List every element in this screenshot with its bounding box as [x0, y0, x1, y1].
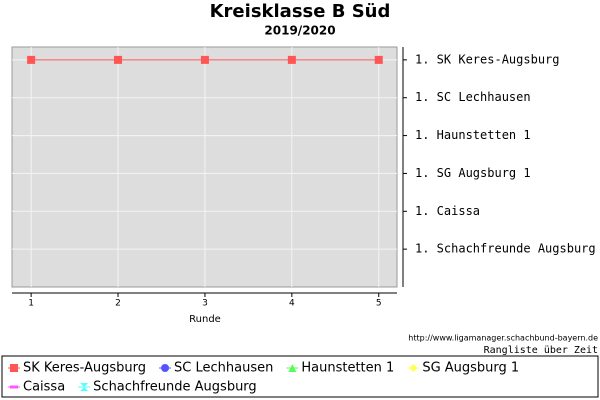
y-tick-label: 1. Schachfreunde Augsburg	[415, 242, 596, 256]
marker	[161, 364, 170, 372]
y-tick-label: 1. SG Augsburg 1	[415, 166, 531, 180]
legend-label: Caissa	[23, 380, 65, 395]
marker	[409, 364, 418, 372]
marker	[374, 55, 383, 64]
y-tick-label: 1. Haunstetten 1	[415, 128, 531, 142]
marker	[10, 385, 18, 389]
marker	[287, 55, 296, 64]
chart-subtitle: 2019/2020	[264, 24, 335, 38]
source: http://www.ligamanager.schachbund-bayern…	[408, 334, 598, 343]
x-tick-label: 3	[202, 299, 208, 309]
caption: Rangliste über Zeit	[484, 345, 598, 356]
legend-label: SG Augsburg 1	[422, 361, 519, 376]
legend-label: Haunstetten 1	[301, 361, 394, 376]
legend-box	[1, 355, 599, 398]
x-tick-label: 4	[289, 299, 295, 309]
marker	[80, 383, 89, 391]
chart-title: Kreisklasse B Süd	[210, 1, 391, 22]
x-axis-label: Runde	[189, 314, 221, 325]
marker	[200, 55, 209, 64]
marker	[288, 364, 297, 372]
legend-label: Schachfreunde Augsburg	[93, 380, 257, 395]
x-tick-label: 5	[376, 299, 382, 309]
legend-label: SK Keres-Augsburg	[23, 361, 146, 376]
x-tick-label: 1	[28, 299, 34, 309]
y-tick-label: 1. SK Keres-Augsburg	[415, 52, 560, 66]
legend-label: SC Lechhausen	[174, 361, 273, 376]
marker	[10, 364, 18, 372]
x-tick-label: 2	[115, 299, 121, 309]
y-tick-label: 1. SC Lechhausen	[415, 90, 531, 104]
y-tick-label: 1. Caissa	[415, 204, 480, 218]
marker	[114, 55, 123, 64]
marker	[27, 55, 36, 64]
